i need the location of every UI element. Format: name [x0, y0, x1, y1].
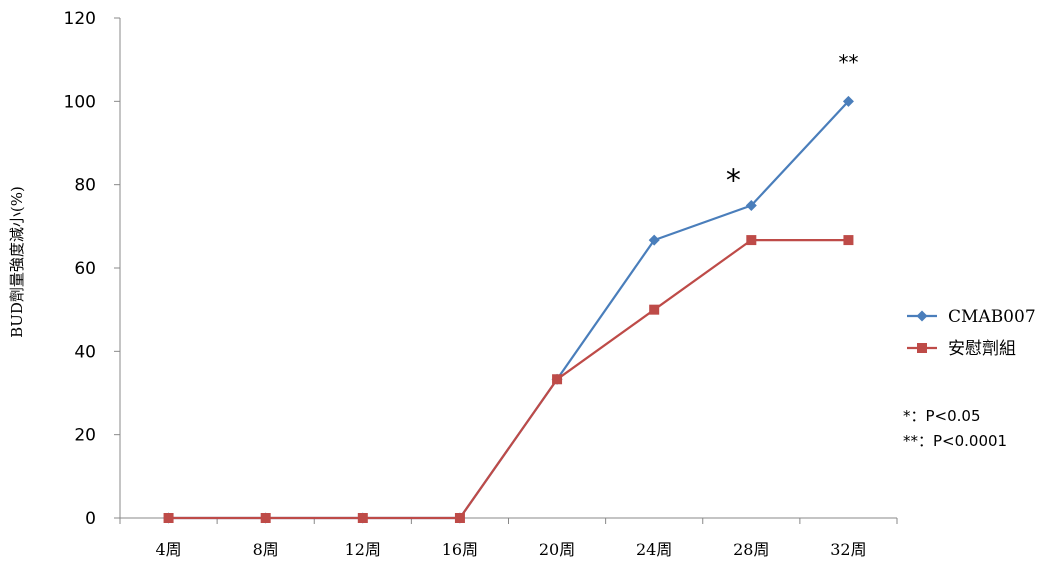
legend: CMAB007 安慰劑組 [907, 307, 1036, 359]
data-point [163, 513, 174, 523]
x-tick-label: 12周 [345, 540, 381, 559]
legend-label: CMAB007 [948, 307, 1036, 327]
annotations: *** [726, 51, 859, 199]
x-tick-label: 8周 [253, 540, 279, 559]
y-axis-label: BUD劑量強度減小(%) [8, 186, 26, 338]
data-point [843, 235, 854, 246]
x-tick-label: 24周 [636, 540, 672, 559]
y-ticks: 0 20 40 60 80 100 120 [64, 9, 120, 529]
significance-marker: ** [838, 51, 858, 75]
significance-marker: * [726, 163, 741, 198]
series-layer [163, 95, 854, 524]
data-point [357, 513, 368, 523]
note-line: *：P<0.05 [903, 407, 981, 425]
note-line: **：P<0.0001 [903, 432, 1007, 450]
data-point [842, 95, 854, 107]
y-tick-label: 40 [74, 342, 96, 362]
series-2 [163, 235, 854, 523]
y-tick-label: 80 [74, 176, 96, 196]
series-1 [163, 95, 854, 524]
x-tick-label: 4周 [155, 540, 181, 559]
legend-marker [916, 310, 928, 322]
data-point [746, 235, 757, 246]
legend-marker [917, 343, 927, 353]
series-line [168, 239, 849, 520]
x-tick-label: 16周 [442, 540, 478, 559]
x-ticks: 4周 8周 12周 16周 20周 24周 28周 32周 [119, 518, 898, 559]
data-point [648, 234, 660, 246]
x-tick-label: 28周 [733, 540, 769, 559]
axes [119, 18, 897, 519]
series-line [168, 100, 850, 520]
y-tick-label: 120 [64, 9, 96, 29]
legend-item-1: CMAB007 [907, 307, 1036, 327]
y-tick-label: 60 [74, 259, 96, 279]
y-tick-label: 0 [85, 509, 96, 529]
data-point [649, 304, 660, 315]
significance-notes: *：P<0.05 **：P<0.0001 [903, 407, 1007, 450]
data-point [260, 513, 271, 523]
x-tick-label: 20周 [539, 540, 575, 559]
data-point [454, 513, 465, 523]
data-point [745, 200, 757, 211]
legend-item-2: 安慰劑組 [907, 339, 1016, 359]
legend-label: 安慰劑組 [948, 339, 1016, 359]
x-tick-label: 32周 [830, 540, 866, 559]
data-point [552, 374, 563, 385]
y-tick-label: 100 [64, 92, 96, 112]
y-tick-label: 20 [74, 426, 96, 446]
